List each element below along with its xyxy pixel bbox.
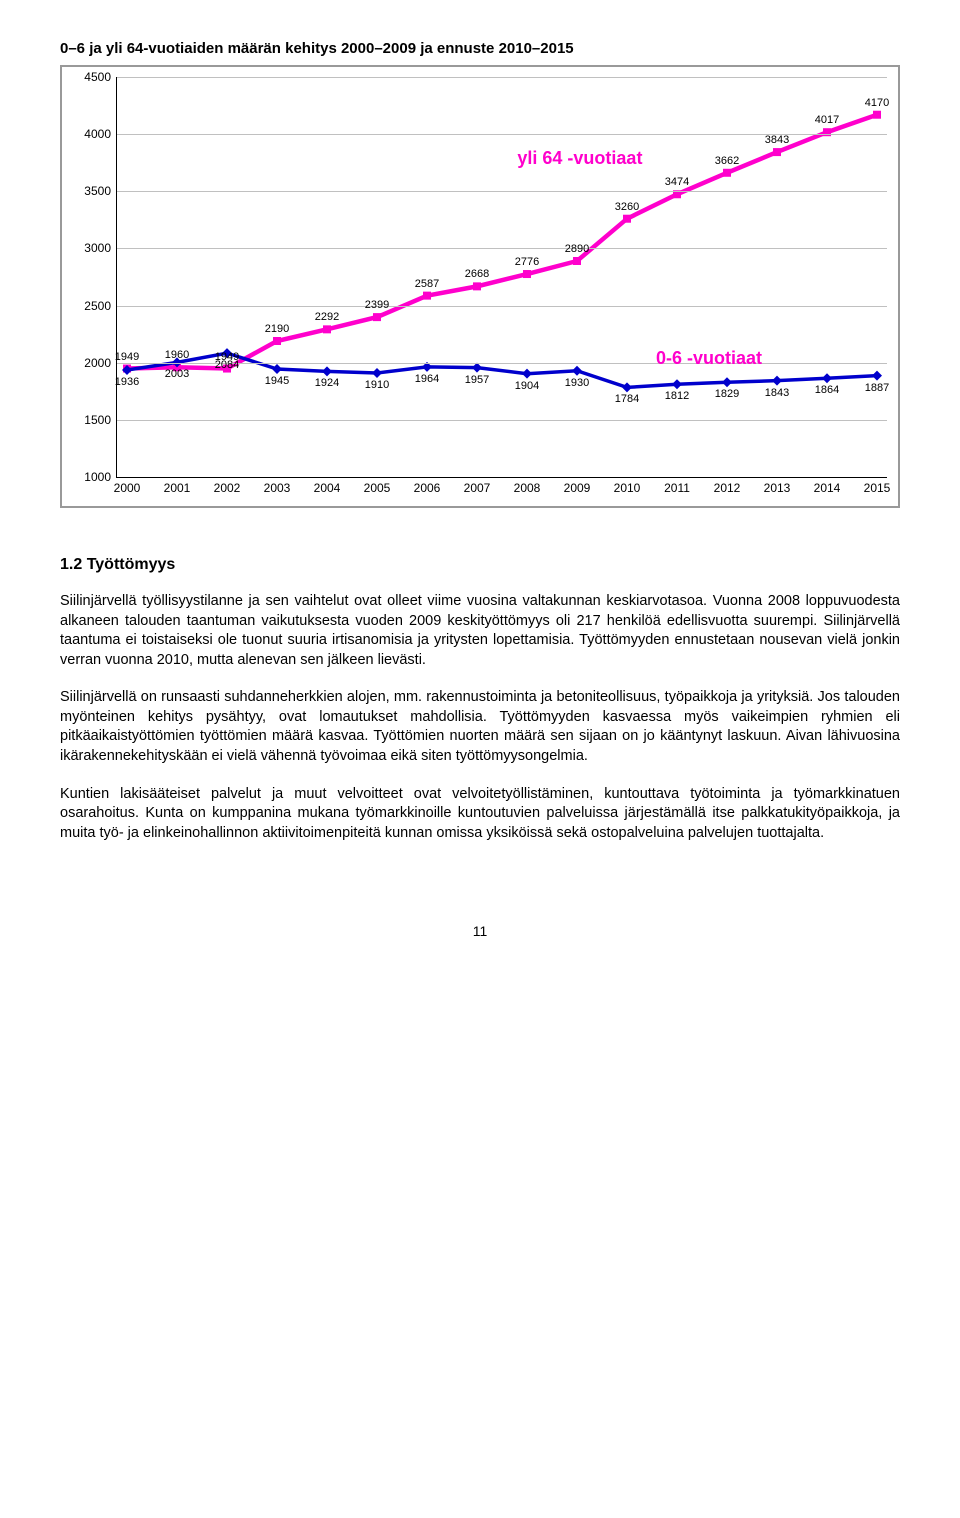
data-label: 2399 [365,299,389,311]
x-tick-label: 2014 [814,477,841,495]
data-label: 2890 [565,243,589,255]
x-tick-label: 2008 [514,477,541,495]
x-tick-label: 2012 [714,477,741,495]
x-tick-label: 2003 [264,477,291,495]
x-tick-label: 2007 [464,477,491,495]
gridline [117,191,887,192]
series-label: yli 64 -vuotiaat [517,148,642,169]
data-label: 3474 [665,176,689,188]
data-label: 1949 [115,351,139,363]
data-label: 1843 [765,387,789,399]
data-label: 2003 [165,368,189,380]
x-tick-label: 2001 [164,477,191,495]
data-label: 4017 [815,114,839,126]
x-tick-label: 2013 [764,477,791,495]
data-label: 3260 [615,201,639,213]
data-label: 1904 [515,380,539,392]
gridline [117,77,887,78]
data-label: 1945 [265,375,289,387]
data-label: 1964 [415,373,439,385]
x-tick-label: 2006 [414,477,441,495]
data-label: 2587 [415,278,439,290]
section-heading: 1.2 Työttömyys [60,556,900,574]
data-label: 1829 [715,388,739,400]
data-label: 1784 [615,393,639,405]
y-tick-label: 3500 [84,184,117,198]
body-text: Siilinjärvellä työllisyystilanne ja sen … [60,592,900,843]
data-label: 1936 [115,376,139,388]
x-tick-label: 2015 [864,477,891,495]
paragraph-3: Kuntien lakisääteiset palvelut ja muut v… [60,785,900,844]
x-tick-label: 2002 [214,477,241,495]
data-label: 1930 [565,377,589,389]
page-number: 11 [60,923,900,939]
y-tick-label: 1000 [84,470,117,484]
gridline [117,306,887,307]
x-tick-label: 2004 [314,477,341,495]
data-label: 2776 [515,256,539,268]
gridline [117,420,887,421]
chart-plot: 1000150020002500300035004000450020002001… [116,77,887,478]
data-label: 2190 [265,323,289,335]
chart-frame: 1000 1500 2000 2500 3000 3500 4000 4500 2000 2001… [60,65,900,508]
data-label: 2292 [315,311,339,323]
data-label: 1812 [665,390,689,402]
x-tick-label: 2005 [364,477,391,495]
paragraph-1: Siilinjärvellä työllisyystilanne ja sen … [60,592,900,670]
y-tick-label: 3000 [84,241,117,255]
data-label: 2084 [215,359,239,371]
y-tick-label: 4500 [84,70,117,84]
gridline [117,248,887,249]
data-label: 1864 [815,384,839,396]
data-label: 3843 [765,134,789,146]
data-label: 2668 [465,268,489,280]
data-label: 1924 [315,377,339,389]
x-tick-label: 2000 [114,477,141,495]
paragraph-2: Siilinjärvellä on runsaasti suhdanneherk… [60,688,900,766]
data-label: 4170 [865,97,889,109]
x-tick-label: 2011 [664,477,690,495]
data-label: 1960 [165,349,189,361]
data-label: 3662 [715,155,739,167]
y-tick-label: 2000 [84,356,117,370]
chart-title: 0–6 ja yli 64-vuotiaiden määrän kehitys … [60,40,900,57]
data-label: 1887 [865,382,889,394]
y-tick-label: 1500 [84,413,117,427]
series-label: 0-6 -vuotiaat [656,348,762,369]
x-tick-label: 2010 [614,477,641,495]
chart-area: 1000150020002500300035004000450020002001… [68,77,892,478]
data-label: 1957 [465,374,489,386]
data-label: 1910 [365,379,389,391]
y-tick-label: 2500 [84,299,117,313]
x-tick-label: 2009 [564,477,591,495]
y-tick-label: 4000 [84,127,117,141]
